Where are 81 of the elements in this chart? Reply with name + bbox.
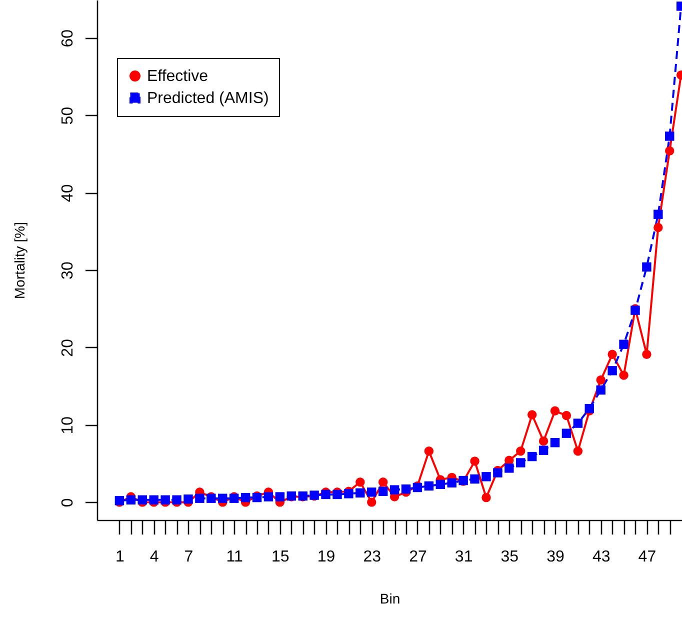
x-tick-label: 19 [317, 548, 336, 566]
x-tick-label: 4 [150, 548, 159, 566]
point [493, 468, 502, 478]
y-tick-label: 50 [60, 106, 76, 125]
point [195, 494, 204, 503]
point [482, 472, 491, 482]
point [332, 490, 342, 500]
point [562, 428, 572, 438]
x-tick-label: 27 [409, 548, 427, 566]
point [470, 456, 480, 466]
point [654, 210, 663, 219]
x-tick-label: 1 [116, 548, 125, 566]
point [527, 452, 537, 462]
point [550, 438, 560, 448]
y-tick-label: 40 [60, 184, 76, 202]
x-tick-label: 47 [638, 548, 656, 566]
y-tick-label: 20 [60, 338, 76, 357]
y-tick-label: 0 [60, 498, 76, 508]
point [538, 436, 548, 446]
point [401, 484, 411, 494]
y-tick-label: 30 [60, 262, 76, 280]
point [160, 495, 170, 504]
point [665, 132, 674, 141]
y-tick-label: 60 [60, 29, 76, 48]
point [367, 488, 376, 497]
point [275, 492, 285, 502]
y-tick-label: 10 [60, 416, 76, 434]
point [642, 262, 652, 272]
point [516, 458, 526, 468]
point [584, 404, 594, 414]
x-tick-label: 31 [454, 548, 473, 566]
point [619, 370, 628, 380]
point [344, 489, 354, 498]
x-tick-label: 39 [546, 548, 565, 566]
point [665, 146, 674, 156]
point [240, 492, 250, 502]
point [573, 446, 583, 456]
point [619, 340, 628, 349]
x-tick-label: 11 [226, 548, 243, 566]
point [172, 495, 182, 504]
point [516, 446, 526, 456]
point [550, 406, 560, 416]
point [424, 481, 434, 491]
point [608, 350, 617, 360]
point [608, 366, 617, 376]
x-axis-title: Bin [380, 590, 400, 606]
legend-label: Effective [147, 68, 208, 85]
point [218, 494, 228, 503]
point [436, 480, 445, 490]
x-tick-label: 35 [500, 548, 519, 566]
point [596, 375, 606, 385]
point [321, 490, 330, 500]
point [504, 464, 514, 473]
x-tick-label: 43 [592, 548, 610, 566]
point [184, 494, 193, 504]
y-axis-title: Mortality [%] [12, 222, 28, 300]
point [527, 410, 537, 420]
point [447, 478, 456, 488]
x-tick-label: 15 [272, 548, 290, 566]
point [654, 222, 663, 232]
x-tick-label: 7 [184, 548, 194, 566]
point [470, 474, 480, 484]
point [264, 492, 274, 502]
point [378, 477, 388, 487]
point [482, 492, 491, 502]
point [596, 385, 606, 395]
x-tick-label: 23 [363, 548, 382, 566]
point [356, 488, 365, 498]
point [126, 495, 136, 504]
point [367, 498, 376, 507]
point [642, 350, 652, 360]
point [356, 477, 365, 487]
point [424, 446, 434, 456]
point [573, 418, 583, 428]
point [538, 446, 548, 455]
point [562, 410, 572, 420]
point [138, 495, 147, 504]
point [378, 486, 388, 496]
legend-label: Predicted (AMIS) [147, 90, 269, 107]
point [390, 485, 400, 494]
point [149, 495, 158, 504]
